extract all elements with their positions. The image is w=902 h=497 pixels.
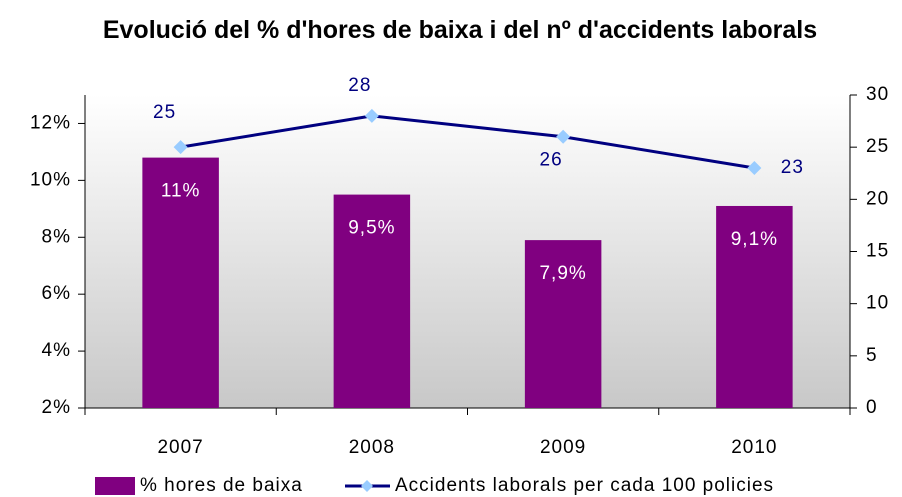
x-tick-label: 2009 [540,437,586,458]
bar [524,240,602,408]
y-tick-label: 6% [42,283,71,304]
line-marker [173,140,188,155]
bar [716,205,793,408]
y-tick-label: 4% [42,340,71,361]
line-marker [556,129,571,144]
y-tick-label: 2% [42,397,71,418]
line [180,114,755,170]
x-tick-label: 2007 [157,437,203,458]
bar-value-label: 11% [161,181,201,202]
y-tick-label: 8% [42,226,71,247]
legend-marker [361,480,373,492]
line-value-label: 25 [153,102,176,123]
y2-tick-label: 10 [866,293,889,314]
line-value-label: 23 [781,157,804,178]
line-marker [747,161,762,176]
line-marker [364,108,379,123]
y-tick-label: 12% [30,112,71,133]
legend-label: Accidents laborals per cada 100 policies [395,475,774,496]
bar [142,157,219,408]
y2-tick-label: 25 [866,136,889,157]
legend-swatch [95,477,135,495]
x-tick-label: 2008 [349,437,395,458]
y2-tick-label: 5 [866,345,878,366]
line-value-label: 26 [540,150,563,171]
y-tick-label: 10% [30,169,71,190]
line-value-label: 28 [348,75,371,96]
y2-tick-label: 20 [866,188,889,209]
bar [333,194,411,408]
y2-tick-label: 15 [866,241,889,262]
bar-value-label: 7,9% [539,263,586,284]
chart-title: Evolució del % d'hores de baixa i del nº… [102,16,818,44]
legend-label: % hores de baixa [140,475,303,496]
bar-value-label: 9,5% [348,218,395,239]
y2-tick-label: 0 [866,397,878,418]
x-tick-label: 2010 [731,437,777,458]
y2-tick-label: 30 [866,84,889,105]
bar-value-label: 9,1% [731,229,778,250]
